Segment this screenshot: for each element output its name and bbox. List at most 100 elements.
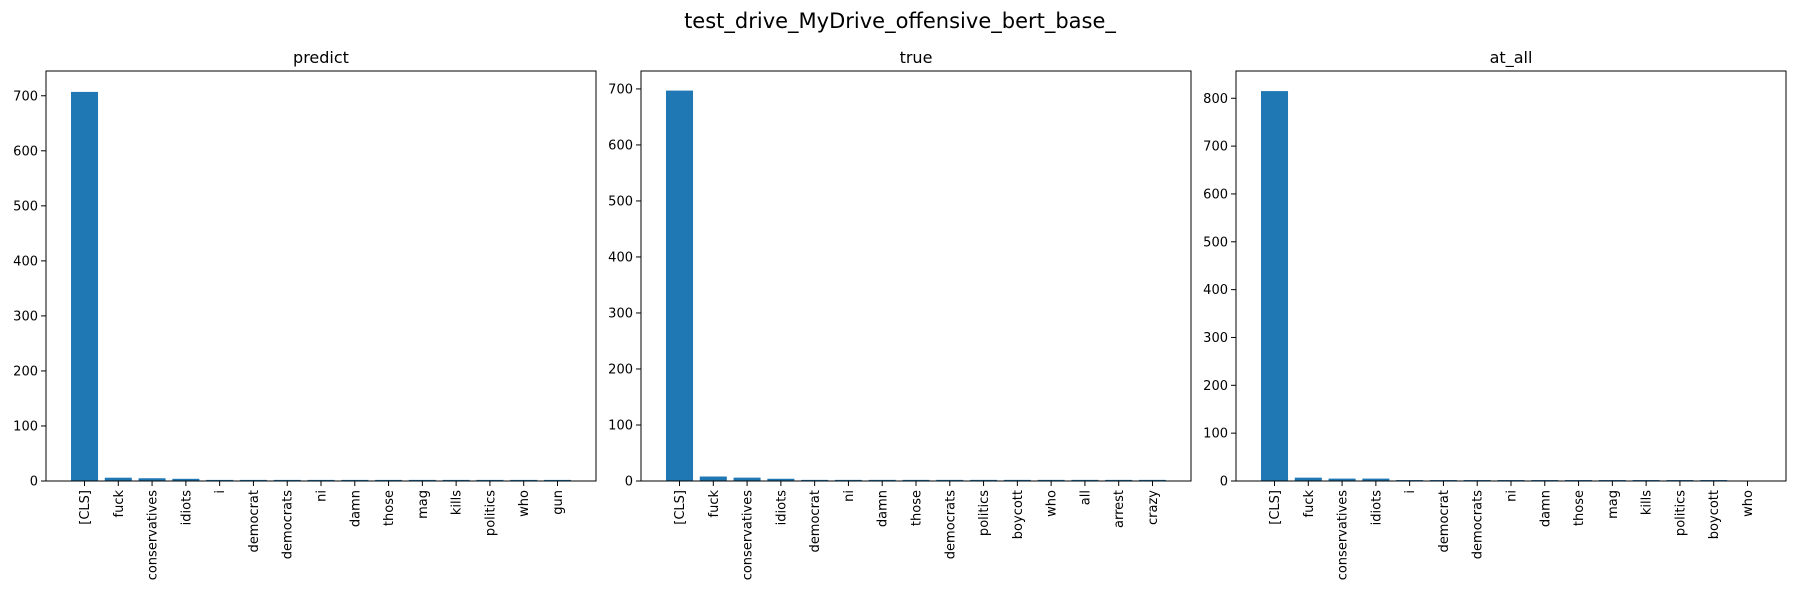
bar-who xyxy=(1037,479,1065,481)
bar-fuck xyxy=(1294,477,1322,481)
bar-idiots xyxy=(1362,478,1390,481)
bar-i xyxy=(206,479,234,481)
x-tick-label: who xyxy=(1741,490,1756,517)
x-tick-label: those xyxy=(910,490,925,526)
x-tick-label: democrat xyxy=(247,490,262,552)
bar-[CLS] xyxy=(71,91,99,481)
x-tick-label: [CLS] xyxy=(673,490,688,525)
bar-conservatives xyxy=(1328,478,1356,481)
bar-those xyxy=(902,479,930,481)
y-tick-label: 200 xyxy=(13,364,38,379)
y-tick-label: 100 xyxy=(13,419,38,434)
x-tick-label: damn xyxy=(876,490,891,527)
x-tick-label: i xyxy=(213,490,228,494)
x-tick-label: damn xyxy=(1538,490,1553,527)
y-tick-label: 100 xyxy=(608,418,633,433)
bar-fuck xyxy=(699,476,727,481)
x-tick-label: crazy xyxy=(1146,490,1161,525)
x-tick-label: conservatives xyxy=(741,490,756,581)
x-tick-label: mag xyxy=(1606,490,1621,519)
x-tick-label: fuck xyxy=(707,490,722,518)
y-tick-label: 0 xyxy=(625,475,633,490)
y-tick-label: 800 xyxy=(1203,92,1228,107)
bar-damn xyxy=(868,479,896,481)
x-tick-label: democrats xyxy=(1471,490,1486,559)
bar-boycott xyxy=(1003,479,1031,481)
x-tick-label: politics xyxy=(977,490,992,536)
y-tick-label: 700 xyxy=(608,82,633,97)
bar-those xyxy=(375,479,403,481)
panel-title: at_all xyxy=(1490,48,1533,68)
x-tick-label: [CLS] xyxy=(1268,490,1283,525)
chart-panel-true: true 0 100 200 300 400 500 600 700 [CLS] fuck conse… xyxy=(608,48,1192,581)
x-tick-label: damn xyxy=(348,490,363,527)
x-tick-label: those xyxy=(382,490,397,526)
y-tick-label: 400 xyxy=(1203,283,1228,298)
chart-panel-at_all: at_all 0 100 200 300 400 500 600 700 800 [CLS] fuck… xyxy=(1203,48,1787,581)
y-tick-label: 300 xyxy=(1203,331,1228,346)
bar-fuck xyxy=(104,477,132,481)
bar-[CLS] xyxy=(666,90,694,481)
x-tick-label: mag xyxy=(416,490,431,519)
y-tick-label: 600 xyxy=(1203,187,1228,202)
x-tick-label: gun xyxy=(551,490,566,515)
y-tick-label: 600 xyxy=(13,144,38,159)
x-tick-label: conservatives xyxy=(1336,490,1351,581)
y-tick-label: 700 xyxy=(13,89,38,104)
panel-title: predict xyxy=(293,48,349,67)
x-tick-label: conservatives xyxy=(146,490,161,581)
bar-democrats xyxy=(273,479,301,481)
bar-kills xyxy=(442,479,470,481)
x-tick-label: all xyxy=(1078,490,1093,505)
bar-democrats xyxy=(936,479,964,481)
x-tick-label: fuck xyxy=(1302,490,1317,518)
x-tick-label: who xyxy=(1045,490,1060,517)
bar-ni xyxy=(307,479,335,481)
bar-ni xyxy=(834,479,862,481)
y-tick-label: 500 xyxy=(1203,235,1228,250)
x-tick-label: arrest xyxy=(1112,490,1127,528)
x-tick-label: idiots xyxy=(774,490,789,526)
x-tick-label: democrat xyxy=(1437,490,1452,552)
y-tick-label: 100 xyxy=(1203,427,1228,442)
x-tick-label: idiots xyxy=(179,490,194,526)
bar-idiots xyxy=(172,478,200,481)
x-tick-label: fuck xyxy=(112,490,127,518)
bar-politics xyxy=(970,479,998,481)
y-tick-label: 300 xyxy=(13,309,38,324)
x-tick-label: kills xyxy=(450,490,465,515)
x-tick-label: ni xyxy=(842,490,857,502)
bar-who xyxy=(510,479,538,481)
y-tick-label: 400 xyxy=(608,250,633,265)
x-tick-label: idiots xyxy=(1369,490,1384,526)
x-tick-label: boycott xyxy=(1707,490,1722,539)
bar-democrat xyxy=(801,479,829,481)
y-tick-label: 700 xyxy=(1203,140,1228,155)
x-tick-label: ni xyxy=(1505,490,1520,502)
x-tick-label: those xyxy=(1572,490,1587,526)
x-tick-label: kills xyxy=(1640,490,1655,515)
x-tick-label: democrats xyxy=(943,490,958,559)
bar-all xyxy=(1071,479,1099,481)
bar-idiots xyxy=(767,478,795,481)
x-tick-label: democrat xyxy=(808,490,823,552)
y-tick-label: 0 xyxy=(30,475,38,490)
x-tick-label: [CLS] xyxy=(78,490,93,525)
panel-title: true xyxy=(900,48,933,67)
y-tick-label: 200 xyxy=(608,362,633,377)
bar-crazy xyxy=(1138,479,1166,481)
chart-panel-predict: predict 0 100 200 300 400 500 600 700 [CLS] fuck co… xyxy=(13,48,597,581)
y-tick-label: 0 xyxy=(1220,475,1228,490)
x-tick-label: boycott xyxy=(1011,490,1026,539)
x-tick-label: politics xyxy=(483,490,498,536)
x-tick-label: ni xyxy=(315,490,330,502)
y-tick-label: 500 xyxy=(608,194,633,209)
bar-gun xyxy=(543,479,571,481)
bar-damn xyxy=(341,479,369,481)
bar-democrat xyxy=(239,479,267,481)
axes-frame xyxy=(45,70,597,482)
x-tick-label: politics xyxy=(1673,490,1688,536)
x-tick-label: democrats xyxy=(281,490,296,559)
axes-frame xyxy=(1235,70,1787,482)
